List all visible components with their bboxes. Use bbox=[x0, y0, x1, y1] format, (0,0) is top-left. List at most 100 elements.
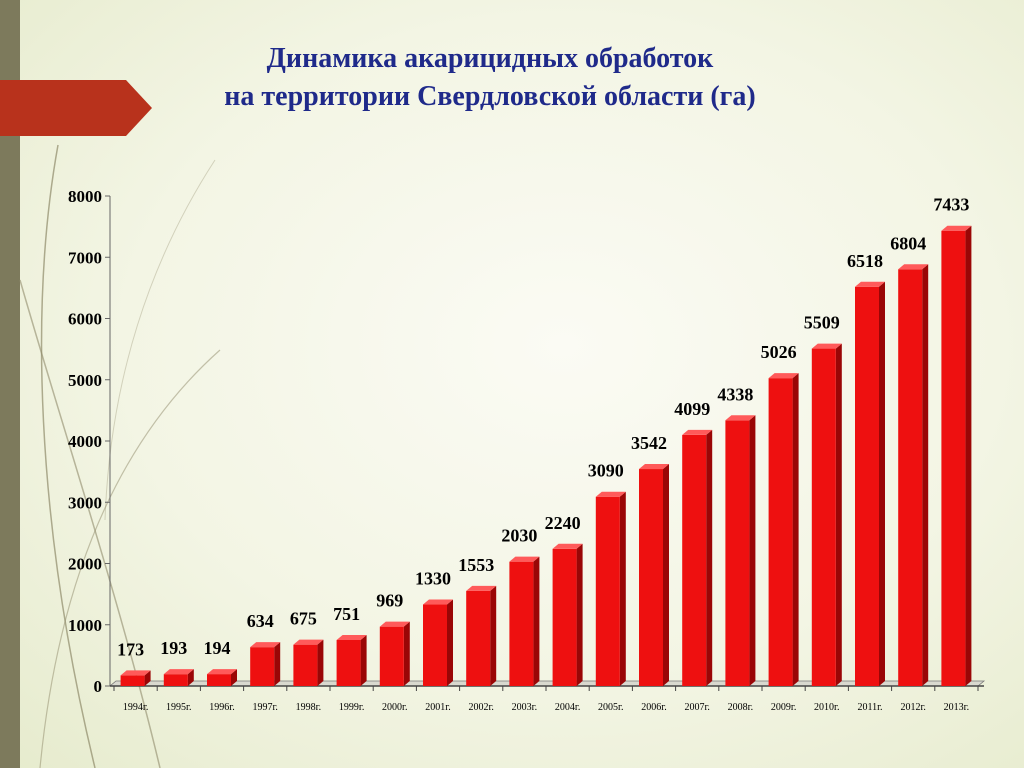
title-line-1: Динамика акарицидных обработок bbox=[266, 43, 714, 74]
bar bbox=[466, 585, 497, 686]
bar bbox=[855, 281, 885, 686]
bar-top bbox=[595, 491, 626, 497]
bar-front bbox=[768, 378, 793, 686]
bar-side bbox=[576, 543, 583, 686]
bar-side bbox=[317, 639, 324, 686]
slide-title: Динамика акарицидных обработок на террит… bbox=[150, 40, 830, 116]
data-label: 7433 bbox=[933, 195, 969, 215]
x-tick-label: 2013г. bbox=[944, 702, 969, 713]
y-tick-label: 8000 bbox=[68, 187, 102, 206]
bar-top bbox=[466, 585, 497, 591]
x-tick-label: 2000г. bbox=[382, 702, 407, 713]
bar bbox=[120, 670, 151, 686]
bar-top bbox=[725, 415, 756, 421]
y-tick-label: 7000 bbox=[68, 248, 102, 267]
data-label: 6518 bbox=[847, 251, 883, 271]
bar-side bbox=[360, 635, 367, 686]
bar-side bbox=[403, 621, 410, 686]
x-tick-label: 2005г. bbox=[598, 702, 623, 713]
left-decor-strip bbox=[0, 0, 20, 768]
bar bbox=[509, 556, 540, 686]
bar-front bbox=[552, 548, 577, 686]
x-tick-label: 2009г. bbox=[771, 702, 796, 713]
bar-top bbox=[811, 343, 842, 349]
title-line-2: на территории Свердловской области (га) bbox=[224, 81, 756, 112]
data-label: 1553 bbox=[458, 555, 494, 575]
bar-top bbox=[163, 669, 194, 675]
y-tick-label: 2000 bbox=[68, 555, 102, 574]
bar-top bbox=[120, 670, 151, 676]
bar-front bbox=[595, 496, 620, 686]
bar-side bbox=[231, 669, 237, 686]
bar bbox=[423, 599, 453, 686]
bar-front bbox=[336, 640, 361, 686]
bar-side bbox=[490, 585, 497, 686]
bar bbox=[293, 639, 324, 686]
x-tick-label: 2003г. bbox=[512, 702, 537, 713]
bar-front bbox=[250, 647, 275, 686]
data-label: 3542 bbox=[631, 433, 667, 453]
x-tick-label: 2008г. bbox=[728, 702, 753, 713]
y-tick-label: 4000 bbox=[68, 432, 102, 451]
bar-side bbox=[965, 225, 972, 686]
bar-side bbox=[835, 343, 842, 686]
bar-side bbox=[447, 599, 453, 686]
bar-side bbox=[274, 642, 281, 686]
bar-front bbox=[941, 230, 966, 686]
bar-front bbox=[682, 434, 707, 686]
x-tick-label: 2010г. bbox=[814, 702, 839, 713]
data-label: 675 bbox=[290, 609, 317, 629]
bar bbox=[811, 343, 842, 686]
data-label: 969 bbox=[376, 591, 403, 611]
bar bbox=[725, 415, 756, 686]
x-tick-label: 2004г. bbox=[555, 702, 580, 713]
bar-side bbox=[144, 670, 151, 686]
bar-front bbox=[855, 286, 879, 686]
x-tick-label: 1998г. bbox=[296, 702, 321, 713]
x-tick-label: 1997г. bbox=[252, 702, 277, 713]
bar-top bbox=[941, 225, 972, 231]
bar bbox=[163, 669, 194, 686]
bar-top bbox=[855, 281, 885, 287]
bar-top bbox=[336, 635, 367, 641]
bar-side bbox=[879, 281, 885, 686]
data-label: 6804 bbox=[890, 233, 926, 253]
bar-top bbox=[379, 621, 410, 627]
data-label: 4099 bbox=[674, 399, 710, 419]
data-label: 3090 bbox=[588, 461, 624, 481]
data-label: 4338 bbox=[717, 384, 753, 404]
data-label: 2030 bbox=[501, 526, 537, 546]
bar-top bbox=[423, 599, 453, 605]
bar-front bbox=[898, 269, 923, 686]
bar-top bbox=[639, 464, 669, 470]
bar-top bbox=[509, 556, 540, 562]
x-tick-label: 2012г. bbox=[900, 702, 925, 713]
bar-top bbox=[898, 264, 929, 270]
bar-front bbox=[509, 561, 534, 686]
data-label: 751 bbox=[333, 604, 360, 624]
bar bbox=[336, 635, 367, 686]
bar-top bbox=[293, 639, 324, 645]
y-tick-label: 1000 bbox=[68, 616, 102, 635]
data-label: 193 bbox=[160, 638, 187, 658]
bar-side bbox=[792, 373, 799, 686]
bar-side bbox=[619, 491, 626, 686]
x-tick-label: 2007г. bbox=[684, 702, 709, 713]
bar-front bbox=[423, 604, 447, 686]
bar-top bbox=[552, 543, 583, 549]
bar bbox=[682, 429, 713, 686]
data-label: 2240 bbox=[545, 513, 581, 533]
bar-front bbox=[163, 674, 188, 686]
data-label: 1330 bbox=[415, 569, 451, 589]
data-label: 5509 bbox=[804, 313, 840, 333]
y-tick-label: 6000 bbox=[68, 310, 102, 329]
x-tick-label: 1999г. bbox=[339, 702, 364, 713]
bar-front bbox=[466, 590, 491, 686]
bar bbox=[595, 491, 626, 686]
bar-side bbox=[663, 464, 669, 686]
x-tick-label: 2002г. bbox=[468, 702, 493, 713]
y-tick-label: 3000 bbox=[68, 493, 102, 512]
bar-side bbox=[749, 415, 756, 686]
bar-top bbox=[682, 429, 713, 435]
